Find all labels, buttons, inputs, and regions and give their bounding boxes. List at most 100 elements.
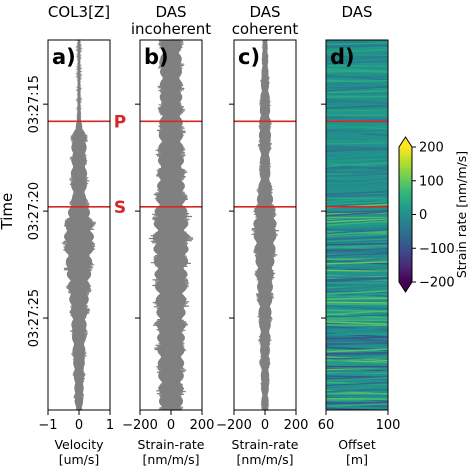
- heatmap-stripe: [326, 186, 388, 191]
- x-axis-label: Offset: [338, 437, 376, 452]
- heatmap-stripe: [326, 182, 388, 187]
- heatmap-stripe: [326, 236, 388, 241]
- panel-label: d): [330, 45, 355, 69]
- heatmap-stripe: [326, 218, 388, 223]
- heatmap-stripe: [326, 235, 388, 239]
- heatmap-stripe: [326, 180, 388, 185]
- x-tick-label: 200: [284, 418, 309, 433]
- heatmap-stripe: [326, 290, 388, 295]
- heatmap-stripe: [326, 290, 388, 293]
- colorbar-label: Strain rate [nm/m/s]: [454, 151, 469, 278]
- heatmap-stripe: [326, 80, 388, 83]
- heatmap-stripe: [326, 209, 388, 214]
- heatmap-stripe: [326, 73, 388, 77]
- heatmap-stripe: [326, 368, 388, 372]
- x-tick-label: 0: [261, 418, 269, 433]
- heatmap-stripe: [326, 381, 388, 387]
- y-tick-label: 03:27:20: [27, 182, 42, 240]
- heatmap-stripe: [326, 125, 388, 129]
- heatmap-stripe: [326, 165, 388, 171]
- panel-label: a): [52, 45, 76, 69]
- heatmap-stripe: [326, 124, 388, 127]
- heatmap-stripe: [326, 244, 388, 249]
- waveform-envelope: [153, 40, 189, 410]
- heatmap-stripe: [326, 282, 388, 284]
- y-tick-label: 03:27:15: [27, 75, 42, 133]
- heatmap-stripe: [326, 309, 388, 316]
- heatmap-stripe: [326, 129, 388, 135]
- heatmap-stripe: [326, 202, 388, 207]
- heatmap-stripe: [326, 402, 388, 404]
- heatmap-stripe: [326, 219, 388, 225]
- heatmap-stripe: [326, 314, 388, 318]
- heatmap-stripe: [326, 46, 388, 51]
- heatmap-stripe: [326, 48, 388, 54]
- panel-title: COL3[Z]: [48, 3, 110, 21]
- colorbar-tick-label: −200: [419, 276, 455, 291]
- heatmap-stripe: [326, 86, 388, 92]
- heatmap-stripe: [326, 142, 388, 145]
- y-axis-label: Time: [0, 193, 16, 231]
- heatmap-stripe: [326, 200, 388, 206]
- heatmap-stripe: [326, 233, 388, 238]
- colorbar-extend-min: [399, 282, 412, 292]
- heatmap-stripe: [326, 266, 388, 270]
- heatmap-stripe: [326, 44, 388, 47]
- colorbar-tick-label: 200: [419, 141, 444, 156]
- x-tick-label: 0: [167, 418, 175, 433]
- heatmap-stripe: [326, 243, 388, 246]
- heatmap-stripe: [326, 238, 388, 243]
- heatmap-stripe: [326, 60, 388, 65]
- heatmap-stripe: [326, 55, 388, 59]
- heatmap-stripe: [326, 403, 388, 407]
- heatmap-stripe: [326, 336, 388, 340]
- heatmap-stripe: [326, 70, 388, 73]
- x-tick-label: 60: [318, 418, 335, 433]
- panel-1: −1 0 1 a) COL3[Z] Velocity[um/s]: [38, 3, 114, 467]
- heatmap-stripe: [326, 247, 388, 252]
- heatmap-stripe: [326, 303, 388, 306]
- heatmap-stripe: [326, 398, 388, 401]
- heatmap-stripe: [326, 130, 388, 137]
- heatmap-image: [326, 40, 388, 410]
- panel-title: DAS: [249, 3, 280, 21]
- heatmap-stripe: [326, 183, 388, 190]
- heatmap-stripe: [326, 220, 388, 226]
- time-axis: 03:27:15 03:27:20 03:27:25 Time: [0, 75, 42, 347]
- heatmap-stripe: [326, 324, 388, 327]
- heatmap-stripe: [326, 341, 388, 346]
- heatmap-stripe: [326, 217, 388, 222]
- heatmap-stripe: [326, 388, 388, 393]
- heatmap-stripe: [326, 316, 388, 320]
- heatmap-stripe: [326, 190, 388, 196]
- heatmap-stripe: [326, 162, 388, 167]
- heatmap-stripe: [326, 348, 388, 353]
- panel-label: b): [144, 45, 169, 69]
- x-axis-label: [m]: [346, 452, 368, 467]
- heatmap-stripe: [326, 230, 388, 236]
- heatmap-stripe: [326, 293, 388, 298]
- heatmap-stripe: [326, 274, 388, 278]
- panels: −1 0 1 a) COL3[Z] Velocity[um/s] −200 0 200 b) DAS…: [38, 3, 400, 467]
- x-tick-label: −200: [122, 418, 158, 433]
- heatmap-stripe: [326, 193, 388, 198]
- heatmap-stripe: [326, 284, 388, 287]
- heatmap-stripe: [326, 42, 388, 46]
- x-tick-label: 100: [376, 418, 401, 433]
- x-axis-label: [nm/m/s]: [237, 452, 294, 467]
- heatmap-stripe: [326, 269, 388, 272]
- heatmap-stripe: [326, 239, 388, 244]
- heatmap-stripe: [326, 92, 388, 95]
- heatmap-stripe: [326, 276, 388, 281]
- panel-title: DAS: [155, 3, 186, 21]
- heatmap-stripe: [326, 81, 388, 84]
- colorbar-tick-label: 0: [419, 208, 427, 223]
- heatmap-stripe: [326, 139, 388, 143]
- heatmap-stripe: [326, 404, 388, 408]
- heatmap-stripe: [326, 110, 388, 115]
- heatmap-stripe: [326, 56, 388, 62]
- panel-frame: [325, 39, 389, 411]
- heatmap-stripe: [326, 376, 388, 382]
- heatmap-stripe: [326, 353, 388, 356]
